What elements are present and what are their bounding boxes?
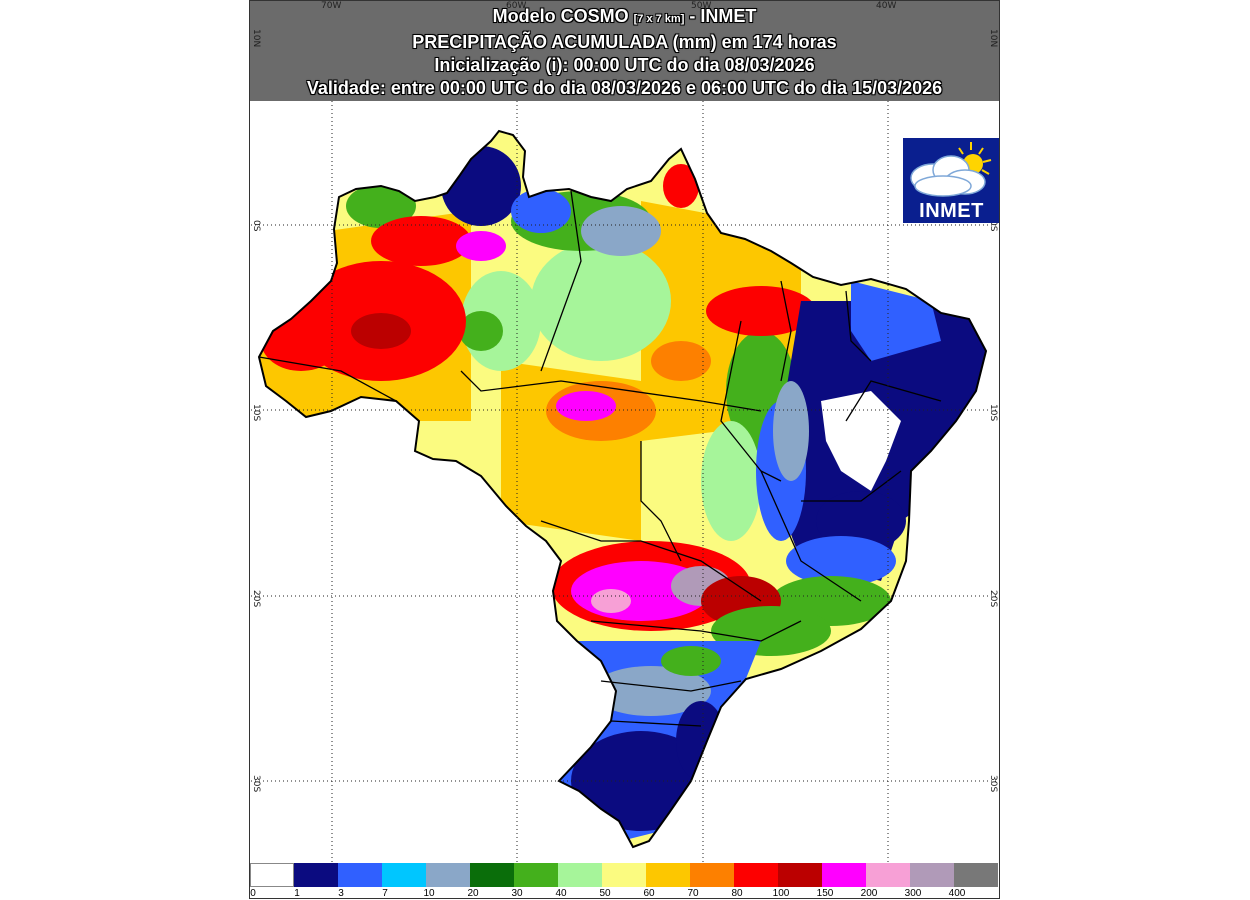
legend-label: 150 — [816, 888, 834, 899]
legend-swatch — [338, 863, 382, 887]
legend-swatch — [602, 863, 646, 887]
legend-label: 80 — [731, 888, 743, 899]
lat-label-30s-right: 30S — [988, 775, 998, 793]
model-title: Modelo COSMO [7 x 7 km] - INMET — [492, 6, 757, 26]
color-legend: 0 1 3 7 10 20 30 40 50 60 70 80 100 150 200 300 400 — [250, 863, 999, 899]
legend-label: 1 — [294, 888, 300, 899]
lat-label-10s-left: 10S — [251, 404, 261, 422]
legend-swatch — [954, 863, 998, 887]
lat-label-10s-right: 10S — [988, 404, 998, 422]
legend-label: 60 — [643, 888, 655, 899]
map-header: Modelo COSMO [7 x 7 km] - INMET PRECIPIT… — [250, 1, 999, 101]
legend-swatch — [294, 863, 338, 887]
legend-swatch — [690, 863, 734, 887]
state-borders — [258, 190, 942, 727]
legend-label: 3 — [338, 888, 344, 899]
legend-swatch — [778, 863, 822, 887]
legend-label: 400 — [948, 888, 966, 899]
legend-swatch — [910, 863, 954, 887]
legend-swatch — [514, 863, 558, 887]
legend-label: 40 — [555, 888, 567, 899]
legend-swatch — [866, 863, 910, 887]
initialization-text: Inicialização (i): 00:00 UTC do dia 08/0… — [434, 55, 815, 75]
lat-label-30s-left: 30S — [251, 775, 261, 793]
lon-label-50w: 50W — [691, 1, 712, 11]
inmet-logo: INMET — [903, 138, 999, 223]
cloud-sun-icon — [910, 142, 992, 197]
legend-swatch — [382, 863, 426, 887]
lat-label-0s-left: 0S — [251, 220, 261, 232]
legend-label: 10 — [423, 888, 435, 899]
legend-label: 7 — [382, 888, 388, 899]
legend-label: 20 — [467, 888, 479, 899]
product-title: PRECIPITAÇÃO ACUMULADA (mm) em 174 horas — [412, 32, 837, 52]
legend-swatch — [250, 863, 294, 887]
lon-label-60w: 60W — [506, 1, 527, 11]
legend-swatch — [646, 863, 690, 887]
graticule — [251, 101, 999, 863]
legend-label: 50 — [599, 888, 611, 899]
legend-label: 300 — [904, 888, 922, 899]
inmet-logo-text: INMET — [919, 200, 984, 222]
legend-swatch — [426, 863, 470, 887]
legend-label: 30 — [511, 888, 523, 899]
validity-text: Validade: entre 00:00 UTC do dia 08/03/2… — [306, 78, 943, 98]
legend-label: 100 — [772, 888, 790, 899]
lat-label-20s-left: 20S — [251, 590, 261, 608]
legend-swatch — [558, 863, 602, 887]
map-frame: Modelo COSMO [7 x 7 km] - INMET PRECIPIT… — [249, 0, 1000, 899]
precipitation-field — [259, 131, 986, 841]
lat-label-10n-right: 10N — [988, 29, 998, 48]
lon-label-70w: 70W — [321, 1, 342, 11]
precipitation-map — [251, 101, 999, 863]
legend-swatch — [822, 863, 866, 887]
lon-label-40w: 40W — [876, 1, 897, 11]
legend-swatch — [734, 863, 778, 887]
legend-label: 200 — [860, 888, 878, 899]
lat-label-20s-right: 20S — [988, 590, 998, 608]
legend-swatch — [470, 863, 514, 887]
legend-label: 70 — [687, 888, 699, 899]
legend-label: 0 — [250, 888, 256, 899]
lat-label-10n-left: 10N — [251, 29, 261, 48]
